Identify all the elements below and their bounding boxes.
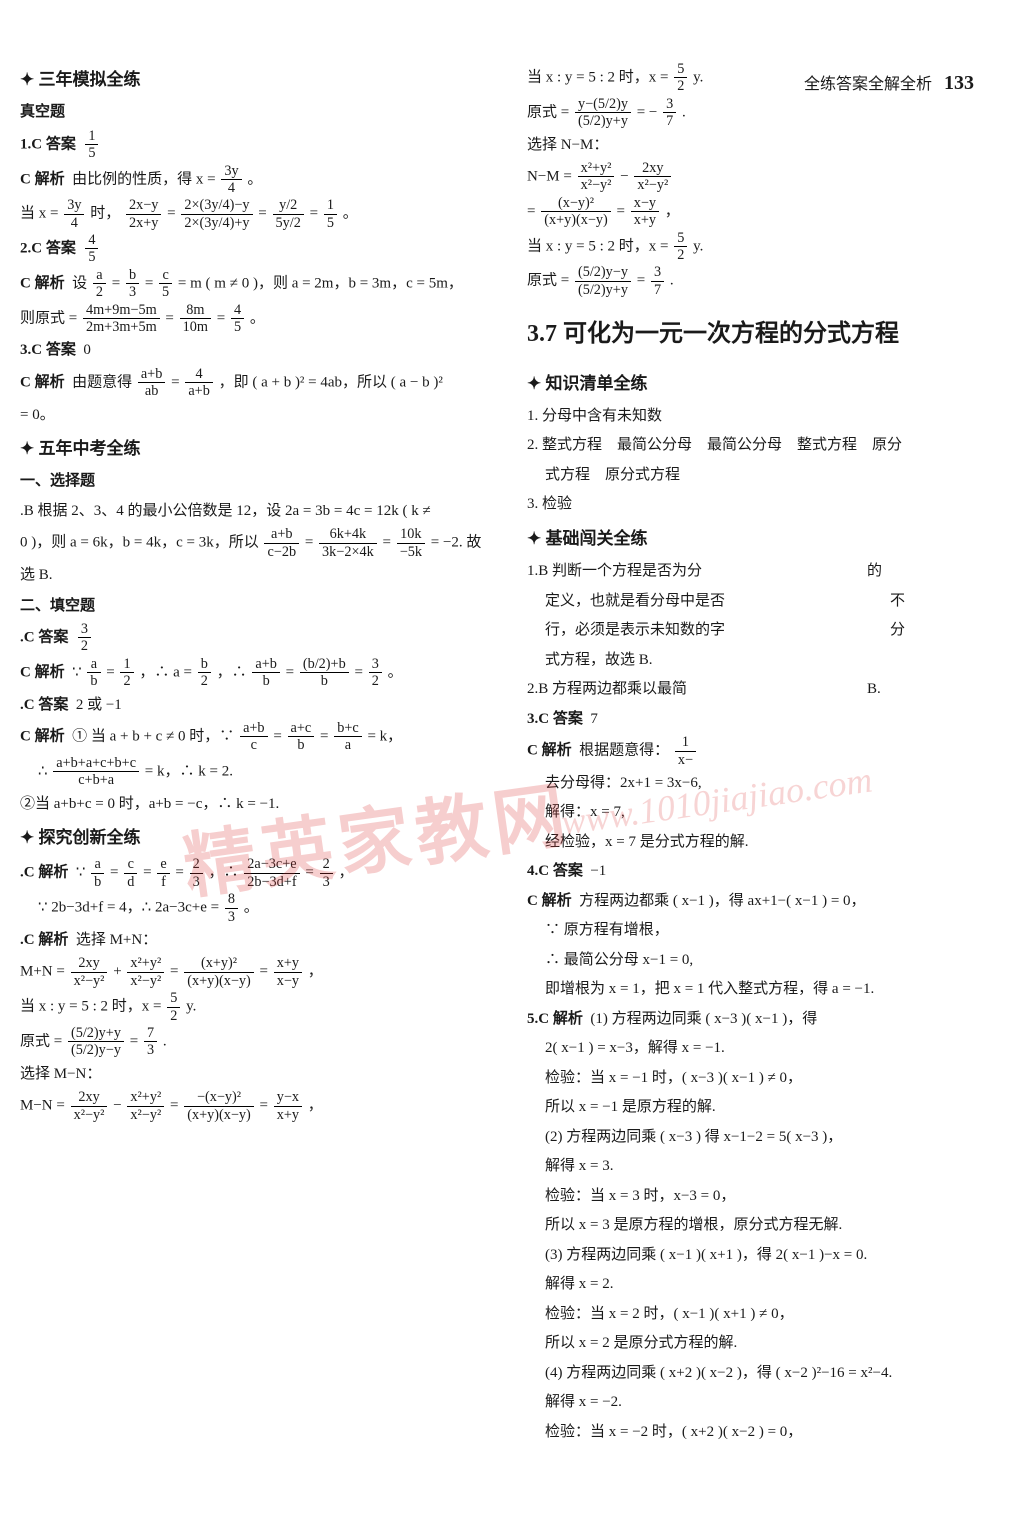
- explain-line: C 解析 设 a2 = b3 = c5 = m ( m ≠ 0 )，则 a = …: [20, 267, 497, 301]
- explain-line: .C 解析 选择 M+N：: [20, 926, 497, 955]
- explain-label: C 解析: [20, 171, 65, 187]
- answer-line: .C 答案 32: [20, 621, 497, 655]
- text-line: 式方程，故选 B.: [545, 646, 1004, 675]
- math-line: 当 x : y = 5 : 2 时，x = 52 y.: [527, 230, 1004, 264]
- math-line: 当 x : y = 5 : 2 时，x = 52 y.: [20, 990, 497, 1024]
- explain-line: 5.C 解析 (1) 方程两边同乘 ( x−3 )( x−1 )，得: [527, 1005, 1004, 1034]
- text-line: 所以 x = 2 是原分式方程的解.: [545, 1329, 1004, 1358]
- explain-line: C 解析 ∵ ab = 12 ，∴ a = b2 ，∴ a+bb = (b/2)…: [20, 656, 497, 690]
- text-line: 所以 x = −1 是原方程的解.: [545, 1093, 1004, 1122]
- answer-line: 1.C 答案 15: [20, 128, 497, 162]
- text-line: 解得 x = 2.: [545, 1270, 1004, 1299]
- text-line: (4) 方程两边同乘 ( x+2 )( x−2 )，得 ( x−2 )²−16 …: [545, 1359, 1004, 1388]
- section-header: 三年模拟全练: [20, 64, 497, 96]
- math-line: 当 x = 3y4 时， 2x−y2x+y = 2×(3y/4)−y2×(3y/…: [20, 197, 497, 231]
- math-line: 原式 = (5/2)y+y(5/2)y−y = 73 .: [20, 1025, 497, 1059]
- text-line: 去分母得：2x+1 = 3x−6,: [545, 769, 1004, 798]
- section-header: 知识清单全练: [527, 368, 1004, 400]
- answer-line: 2.C 答案 45: [20, 232, 497, 266]
- math-line: 则原式 = 4m+9m−5m2m+3m+5m = 8m10m = 45 。: [20, 302, 497, 336]
- math-line: M−N = 2xyx²−y² − x²+y²x²−y² = −(x−y)²(x+…: [20, 1089, 497, 1123]
- text-line: 2. 整式方程 最简公分母 最简公分母 整式方程 原分: [527, 431, 1004, 460]
- text-line: 解得：x = 7,: [545, 798, 1004, 827]
- text-line: 定义，也就是看分母中是否 不: [545, 587, 1004, 616]
- answer-line: 3.C 答案 0: [20, 336, 497, 365]
- text-line: 检验：当 x = 2 时，( x−1 )( x+1 ) ≠ 0，: [545, 1300, 1004, 1329]
- answer-line: .C 答案 2 或 −1: [20, 691, 497, 720]
- text-line: 选择 N−M：: [527, 131, 1004, 160]
- math-line: N−M = x²+y²x²−y² − 2xyx²−y²: [527, 160, 1004, 194]
- answer-label: 1.C 答案: [20, 136, 76, 152]
- section-header: 五年中考全练: [20, 433, 497, 465]
- sub-header: 二、填空题: [20, 592, 497, 621]
- math-line: = 0。: [20, 401, 497, 430]
- text-line: (2) 方程两边同乘 ( x−3 ) 得 x−1−2 = 5( x−3 )，: [545, 1123, 1004, 1152]
- text-line: 检验：当 x = −2 时，( x+2 )( x−2 ) = 0，: [545, 1418, 1004, 1447]
- text-line: ∴ 最简公分母 x−1 = 0,: [545, 946, 1004, 975]
- text-line: 2.B 方程两边都乘以最简 B.: [527, 675, 1004, 704]
- text-line: 解得 x = 3.: [545, 1152, 1004, 1181]
- left-column: 三年模拟全练 真空题 1.C 答案 15 C 解析 由比例的性质，得 x = 3…: [20, 60, 497, 1447]
- section-header: 探究创新全练: [20, 822, 497, 854]
- text-line: 所以 x = 3 是原方程的增根，原分式方程无解.: [545, 1211, 1004, 1240]
- answer-line: 3.C 答案 7: [527, 705, 1004, 734]
- text-line: 选 B.: [20, 561, 497, 590]
- explain-line: .C 解析 ∵ ab = cd = ef = 23 ，∴ 2a−3c+e2b−3…: [20, 856, 497, 890]
- right-column: 当 x : y = 5 : 2 时，x = 52 y. 原式 = y−(5/2)…: [527, 60, 1004, 1447]
- fraction: 15: [85, 128, 98, 162]
- text-line: 经检验，x = 7 是分式方程的解.: [545, 828, 1004, 857]
- page-body: 三年模拟全练 真空题 1.C 答案 15 C 解析 由比例的性质，得 x = 3…: [0, 0, 1024, 1467]
- page-header: 全练答案全解全析 133: [804, 70, 974, 95]
- section-header: 基础闯关全练: [527, 523, 1004, 555]
- math-line: ∵ 2b−3d+f = 4，∴ 2a−3c+e = 83 。: [38, 891, 497, 925]
- math-line: = (x−y)²(x+y)(x−y) = x−yx+y ，: [527, 195, 1004, 229]
- explain-line: C 解析 由比例的性质，得 x = 3y4 。: [20, 163, 497, 197]
- text-line: ②当 a+b+c = 0 时，a+b = −c，∴ k = −1.: [20, 790, 497, 819]
- text-line: 1.B 判断一个方程是否为分 的: [527, 557, 1004, 586]
- text-line: 行，必须是表示未知数的字 分: [545, 616, 1004, 645]
- text-line: 检验：当 x = −1 时，( x−3 )( x−1 ) ≠ 0，: [545, 1064, 1004, 1093]
- page-number: 133: [944, 72, 974, 94]
- text-line: 式方程 原分式方程: [545, 461, 1004, 490]
- explain-line: C 解析 由题意得 a+bab = 4a+b ，即 ( a + b )² = 4…: [20, 366, 497, 400]
- text-line: 检验：当 x = 3 时，x−3 = 0，: [545, 1182, 1004, 1211]
- math-line: 原式 = (5/2)y−y(5/2)y+y = 37 .: [527, 264, 1004, 298]
- text-line: 解得 x = −2.: [545, 1388, 1004, 1417]
- sub-header: 真空题: [20, 98, 497, 127]
- text-line: 3. 检验: [527, 490, 1004, 519]
- text-line: 选择 M−N：: [20, 1060, 497, 1089]
- math-line: 原式 = y−(5/2)y(5/2)y+y = − 37 .: [527, 96, 1004, 130]
- section-title: 3.7 可化为一元一次方程的分式方程: [527, 312, 1004, 358]
- explain-line: C 解析 方程两边都乘 ( x−1 )，得 ax+1−( x−1 ) = 0，: [527, 887, 1004, 916]
- text-line: (3) 方程两边同乘 ( x−1 )( x+1 )，得 2( x−1 )−x =…: [545, 1241, 1004, 1270]
- answer-line: 4.C 答案 −1: [527, 857, 1004, 886]
- math-line: M+N = 2xyx²−y² + x²+y²x²−y² = (x+y)²(x+y…: [20, 955, 497, 989]
- header-label: 全练答案全解全析: [804, 76, 932, 93]
- text-line: ∵ 原方程有增根，: [545, 916, 1004, 945]
- explain-line: C 解析 ① 当 a + b + c ≠ 0 时，∵ a+bc = a+cb =…: [20, 720, 497, 754]
- text-line: 2( x−1 ) = x−3，解得 x = −1.: [545, 1034, 1004, 1063]
- explain-line: C 解析 根据题意得： 1x−: [527, 734, 1004, 768]
- text-line: .B 根据 2、3、4 的最小公倍数是 12，设 2a = 3b = 4c = …: [20, 497, 497, 526]
- math-line: ∴ a+b+a+c+b+cc+b+a = k，∴ k = 2.: [38, 755, 497, 789]
- text-line: 1. 分母中含有未知数: [527, 402, 1004, 431]
- math-line: 0 )，则 a = 6k，b = 4k，c = 3k，所以 a+bc−2b = …: [20, 526, 497, 560]
- sub-header: 一、选择题: [20, 467, 497, 496]
- text-line: 即增根为 x = 1，把 x = 1 代入整式方程，得 a = −1.: [545, 975, 1004, 1004]
